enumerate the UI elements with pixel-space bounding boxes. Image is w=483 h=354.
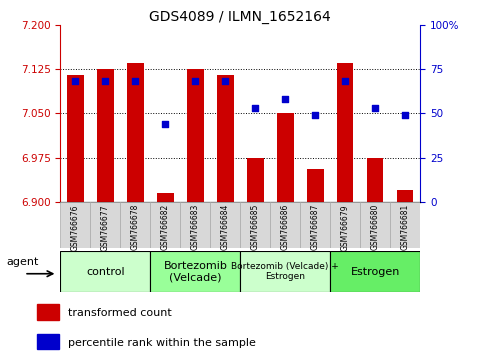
Text: GSM766685: GSM766685: [251, 204, 260, 251]
Text: control: control: [86, 267, 125, 277]
Bar: [241, 251, 330, 292]
Bar: [60, 251, 150, 292]
Text: Bortezomib
(Velcade): Bortezomib (Velcade): [163, 261, 227, 282]
Text: GSM766682: GSM766682: [161, 204, 170, 250]
Point: [131, 79, 139, 84]
Text: GSM766677: GSM766677: [101, 204, 110, 251]
Point: [401, 112, 409, 118]
Bar: [217, 75, 234, 202]
Text: GSM766686: GSM766686: [281, 204, 290, 251]
Text: GSM766678: GSM766678: [131, 204, 140, 251]
Bar: [337, 63, 354, 202]
Text: GSM766679: GSM766679: [341, 204, 350, 251]
Title: GDS4089 / ILMN_1652164: GDS4089 / ILMN_1652164: [149, 10, 331, 24]
Point: [252, 105, 259, 111]
Bar: [330, 202, 360, 248]
Text: GSM766680: GSM766680: [371, 204, 380, 251]
Bar: [127, 63, 143, 202]
Point: [101, 79, 109, 84]
Text: transformed count: transformed count: [68, 308, 171, 318]
Bar: [307, 169, 324, 202]
Point: [191, 79, 199, 84]
Bar: [60, 202, 90, 248]
Bar: [367, 158, 384, 202]
Bar: [300, 202, 330, 248]
Bar: [210, 202, 240, 248]
Point: [371, 105, 379, 111]
Bar: [37, 304, 59, 320]
Point: [71, 79, 79, 84]
Bar: [90, 202, 120, 248]
Bar: [330, 251, 420, 292]
Point: [312, 112, 319, 118]
Text: GSM766687: GSM766687: [311, 204, 320, 251]
Text: Bortezomib (Velcade) +
Estrogen: Bortezomib (Velcade) + Estrogen: [231, 262, 339, 281]
Bar: [97, 69, 114, 202]
Text: GSM766683: GSM766683: [191, 204, 200, 251]
Bar: [120, 202, 150, 248]
Bar: [241, 202, 270, 248]
Bar: [150, 202, 180, 248]
Text: GSM766681: GSM766681: [401, 204, 410, 250]
Point: [161, 121, 169, 127]
Bar: [157, 193, 173, 202]
Bar: [277, 113, 294, 202]
Point: [221, 79, 229, 84]
Bar: [397, 190, 413, 202]
Point: [341, 79, 349, 84]
Point: [282, 96, 289, 102]
Bar: [67, 75, 84, 202]
Bar: [187, 69, 203, 202]
Text: Estrogen: Estrogen: [351, 267, 400, 277]
Bar: [270, 202, 300, 248]
Bar: [360, 202, 390, 248]
Bar: [390, 202, 420, 248]
Bar: [37, 333, 59, 349]
Text: GSM766684: GSM766684: [221, 204, 230, 251]
Text: agent: agent: [6, 257, 39, 267]
Bar: [180, 202, 210, 248]
Bar: [247, 158, 264, 202]
Text: GSM766676: GSM766676: [71, 204, 80, 251]
Text: percentile rank within the sample: percentile rank within the sample: [68, 338, 256, 348]
Bar: [150, 251, 240, 292]
